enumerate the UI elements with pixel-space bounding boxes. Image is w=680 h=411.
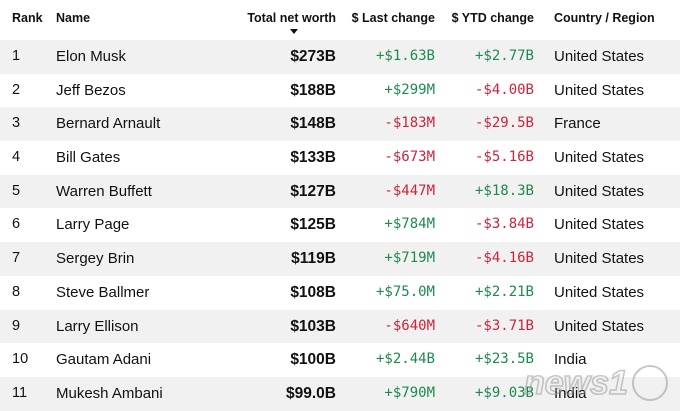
header-rank[interactable]: Rank	[12, 11, 43, 25]
news1-watermark-logo: news1	[523, 363, 668, 403]
cell-net-worth: $125B	[290, 216, 336, 234]
cell-ytd-change: -$29.5B	[474, 115, 534, 132]
table-header: Rank Name Total net worth $ Last change …	[0, 0, 680, 40]
cell-rank: 9	[12, 317, 21, 334]
cell-name[interactable]: Bernard Arnault	[56, 115, 161, 133]
cell-last-change: +$2.44B	[375, 351, 435, 368]
cell-country: France	[554, 115, 601, 133]
cell-name[interactable]: Jeff Bezos	[56, 81, 126, 99]
cell-name[interactable]: Elon Musk	[56, 48, 127, 65]
header-last-change[interactable]: $ Last change	[351, 11, 435, 25]
cell-ytd-change: -$4.16B	[474, 250, 534, 267]
table-row[interactable]: 1 Elon Musk $273B +$1.63B +$2.77B United Stat…	[0, 40, 680, 74]
cell-country: United States	[554, 48, 645, 65]
cell-net-worth: $99.0B	[286, 384, 336, 402]
cell-net-worth: $103B	[290, 317, 336, 335]
table-row[interactable]: 5 Warren Buffett $127B -$447M +$18.3B United …	[0, 174, 680, 209]
cell-country: United States	[554, 81, 645, 99]
cell-last-change: +$75.0M	[375, 283, 435, 300]
cell-name[interactable]: Gautam Adani	[56, 351, 152, 369]
cell-name[interactable]: Sergey Brin	[56, 250, 135, 268]
cell-last-change: -$640M	[384, 317, 435, 334]
cell-name[interactable]: Bill Gates	[56, 149, 121, 167]
cell-net-worth: $100B	[290, 351, 336, 369]
cell-rank: 6	[12, 216, 21, 233]
cell-net-worth: $119B	[291, 250, 336, 268]
header-net-worth[interactable]: Total net worth	[247, 11, 336, 25]
header-ytd-change[interactable]: $ YTD change	[451, 11, 534, 25]
table-row[interactable]: 9 Larry Ellison $103B -$640M -$3.71B United S…	[0, 309, 680, 344]
cell-last-change: -$673M	[384, 149, 435, 166]
cell-ytd-change: +$2.77B	[474, 48, 534, 64]
cell-ytd-change: +$23.5B	[474, 351, 534, 368]
cell-net-worth: $108B	[290, 283, 336, 301]
cell-country: United States	[554, 250, 645, 268]
cell-name[interactable]: Steve Ballmer	[56, 283, 150, 301]
cell-last-change: -$183M	[384, 115, 435, 132]
cell-name[interactable]: Larry Page	[56, 216, 130, 234]
table-row[interactable]: 11 Mukesh Ambani $99.0B +$790M +$9.03B India	[0, 376, 680, 411]
table-row[interactable]: 8 Steve Ballmer $108B +$75.0M +$2.21B United …	[0, 276, 680, 310]
cell-rank: 1	[12, 48, 21, 64]
cell-ytd-change: -$5.16B	[474, 149, 534, 166]
cell-rank: 8	[12, 283, 21, 300]
table-row[interactable]: 3 Bernard Arnault $148B -$183M -$29.5B France	[0, 107, 680, 142]
cell-country: India	[554, 351, 587, 369]
cell-rank: 3	[12, 115, 21, 132]
cell-country: United States	[554, 216, 645, 234]
cell-last-change: +$784M	[384, 216, 435, 233]
cell-name[interactable]: Mukesh Ambani	[56, 384, 163, 402]
table-row[interactable]: 4 Bill Gates $133B -$673M -$5.16B United Stat…	[0, 141, 680, 175]
svg-text:news1: news1	[524, 364, 628, 402]
cell-rank: 11	[12, 384, 28, 401]
header-name[interactable]: Name	[56, 11, 91, 25]
header-country[interactable]: Country / Region	[554, 11, 655, 25]
cell-net-worth: $273B	[290, 48, 336, 65]
cell-ytd-change: -$3.84B	[474, 216, 534, 233]
cell-rank: 7	[12, 250, 21, 267]
table-body: 1 Elon Musk $273B +$1.63B +$2.77B United Stat…	[0, 40, 680, 411]
cell-net-worth: $133B	[290, 149, 336, 167]
table-row[interactable]: 7 Sergey Brin $119B +$719M -$4.16B United Sta…	[0, 242, 680, 276]
cell-last-change: +$790M	[384, 384, 435, 401]
cell-ytd-change: +$18.3B	[474, 182, 534, 199]
cell-net-worth: $148B	[290, 115, 336, 133]
cell-name[interactable]: Larry Ellison	[56, 317, 139, 335]
chevron-down-icon[interactable]	[290, 29, 298, 34]
table-row[interactable]: 6 Larry Page $125B +$784M -$3.84B United Stat…	[0, 208, 680, 242]
cell-country: United States	[554, 149, 645, 167]
cell-ytd-change: +$9.03B	[474, 384, 534, 401]
cell-country: United States	[554, 283, 645, 301]
cell-rank: 5	[12, 182, 21, 199]
cell-name[interactable]: Warren Buffett	[56, 182, 152, 200]
cell-last-change: +$719M	[384, 250, 435, 267]
cell-ytd-change: +$2.21B	[474, 283, 534, 300]
table-row[interactable]: 2 Jeff Bezos $188B +$299M -$4.00B United Stat…	[0, 74, 680, 108]
cell-rank: 2	[12, 81, 21, 98]
cell-net-worth: $188B	[290, 81, 336, 99]
cell-rank: 4	[12, 149, 21, 166]
cell-country: United States	[554, 317, 645, 335]
cell-ytd-change: -$4.00B	[474, 81, 534, 98]
cell-rank: 10	[12, 351, 29, 368]
table-row[interactable]: 10 Gautam Adani $100B +$2.44B +$23.5B India	[0, 343, 680, 377]
cell-net-worth: $127B	[290, 182, 336, 200]
cell-last-change: +$299M	[384, 81, 435, 98]
cell-country: India	[554, 384, 587, 402]
cell-last-change: -$447M	[384, 182, 435, 199]
cell-last-change: +$1.63B	[375, 48, 435, 64]
cell-country: United States	[554, 182, 645, 200]
cell-ytd-change: -$3.71B	[474, 317, 534, 334]
